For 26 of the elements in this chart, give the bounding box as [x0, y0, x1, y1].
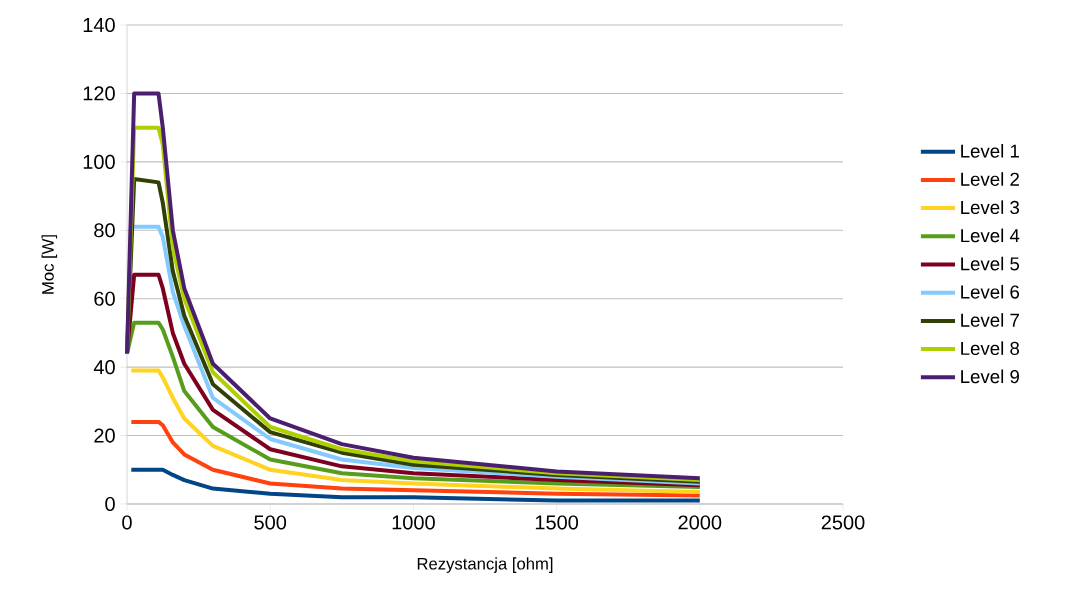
y-tick-label: 40 — [93, 360, 115, 375]
legend-label: Level 9 — [961, 369, 1019, 384]
y-tick-label: 20 — [94, 428, 115, 443]
x-tick-label: 0 — [122, 515, 132, 530]
line-series — [125, 320, 702, 489]
legend-label: Level 4 — [961, 228, 1020, 243]
x-tick-label: 2500 — [821, 515, 865, 530]
x-axis-title: Rezystancja [ohm] — [417, 557, 553, 573]
x-tick-label: 1000 — [392, 515, 435, 530]
y-tick-label: 80 — [94, 223, 115, 238]
legend-label: Level 8 — [961, 341, 1020, 356]
legend-label: Level 3 — [961, 200, 1020, 215]
x-tick-label: 2000 — [678, 515, 722, 530]
y-tick-label: 100 — [83, 154, 115, 169]
legend-label: Level 1 — [961, 143, 1019, 158]
legend-label: Level 5 — [961, 256, 1020, 271]
y-tick-label: 0 — [105, 496, 115, 512]
x-tick-label: 1500 — [535, 515, 579, 530]
y-tick-label: 120 — [83, 86, 115, 101]
y-axis-title: Moc [W] — [41, 235, 58, 294]
x-tick-label: 500 — [254, 515, 287, 530]
legend-label: Level 6 — [961, 284, 1020, 299]
legend-label: Level 7 — [961, 313, 1019, 327]
y-tick-label: 60 — [94, 291, 115, 306]
y-tick-label: 140 — [83, 17, 115, 33]
legend-label: Level 2 — [961, 172, 1019, 186]
